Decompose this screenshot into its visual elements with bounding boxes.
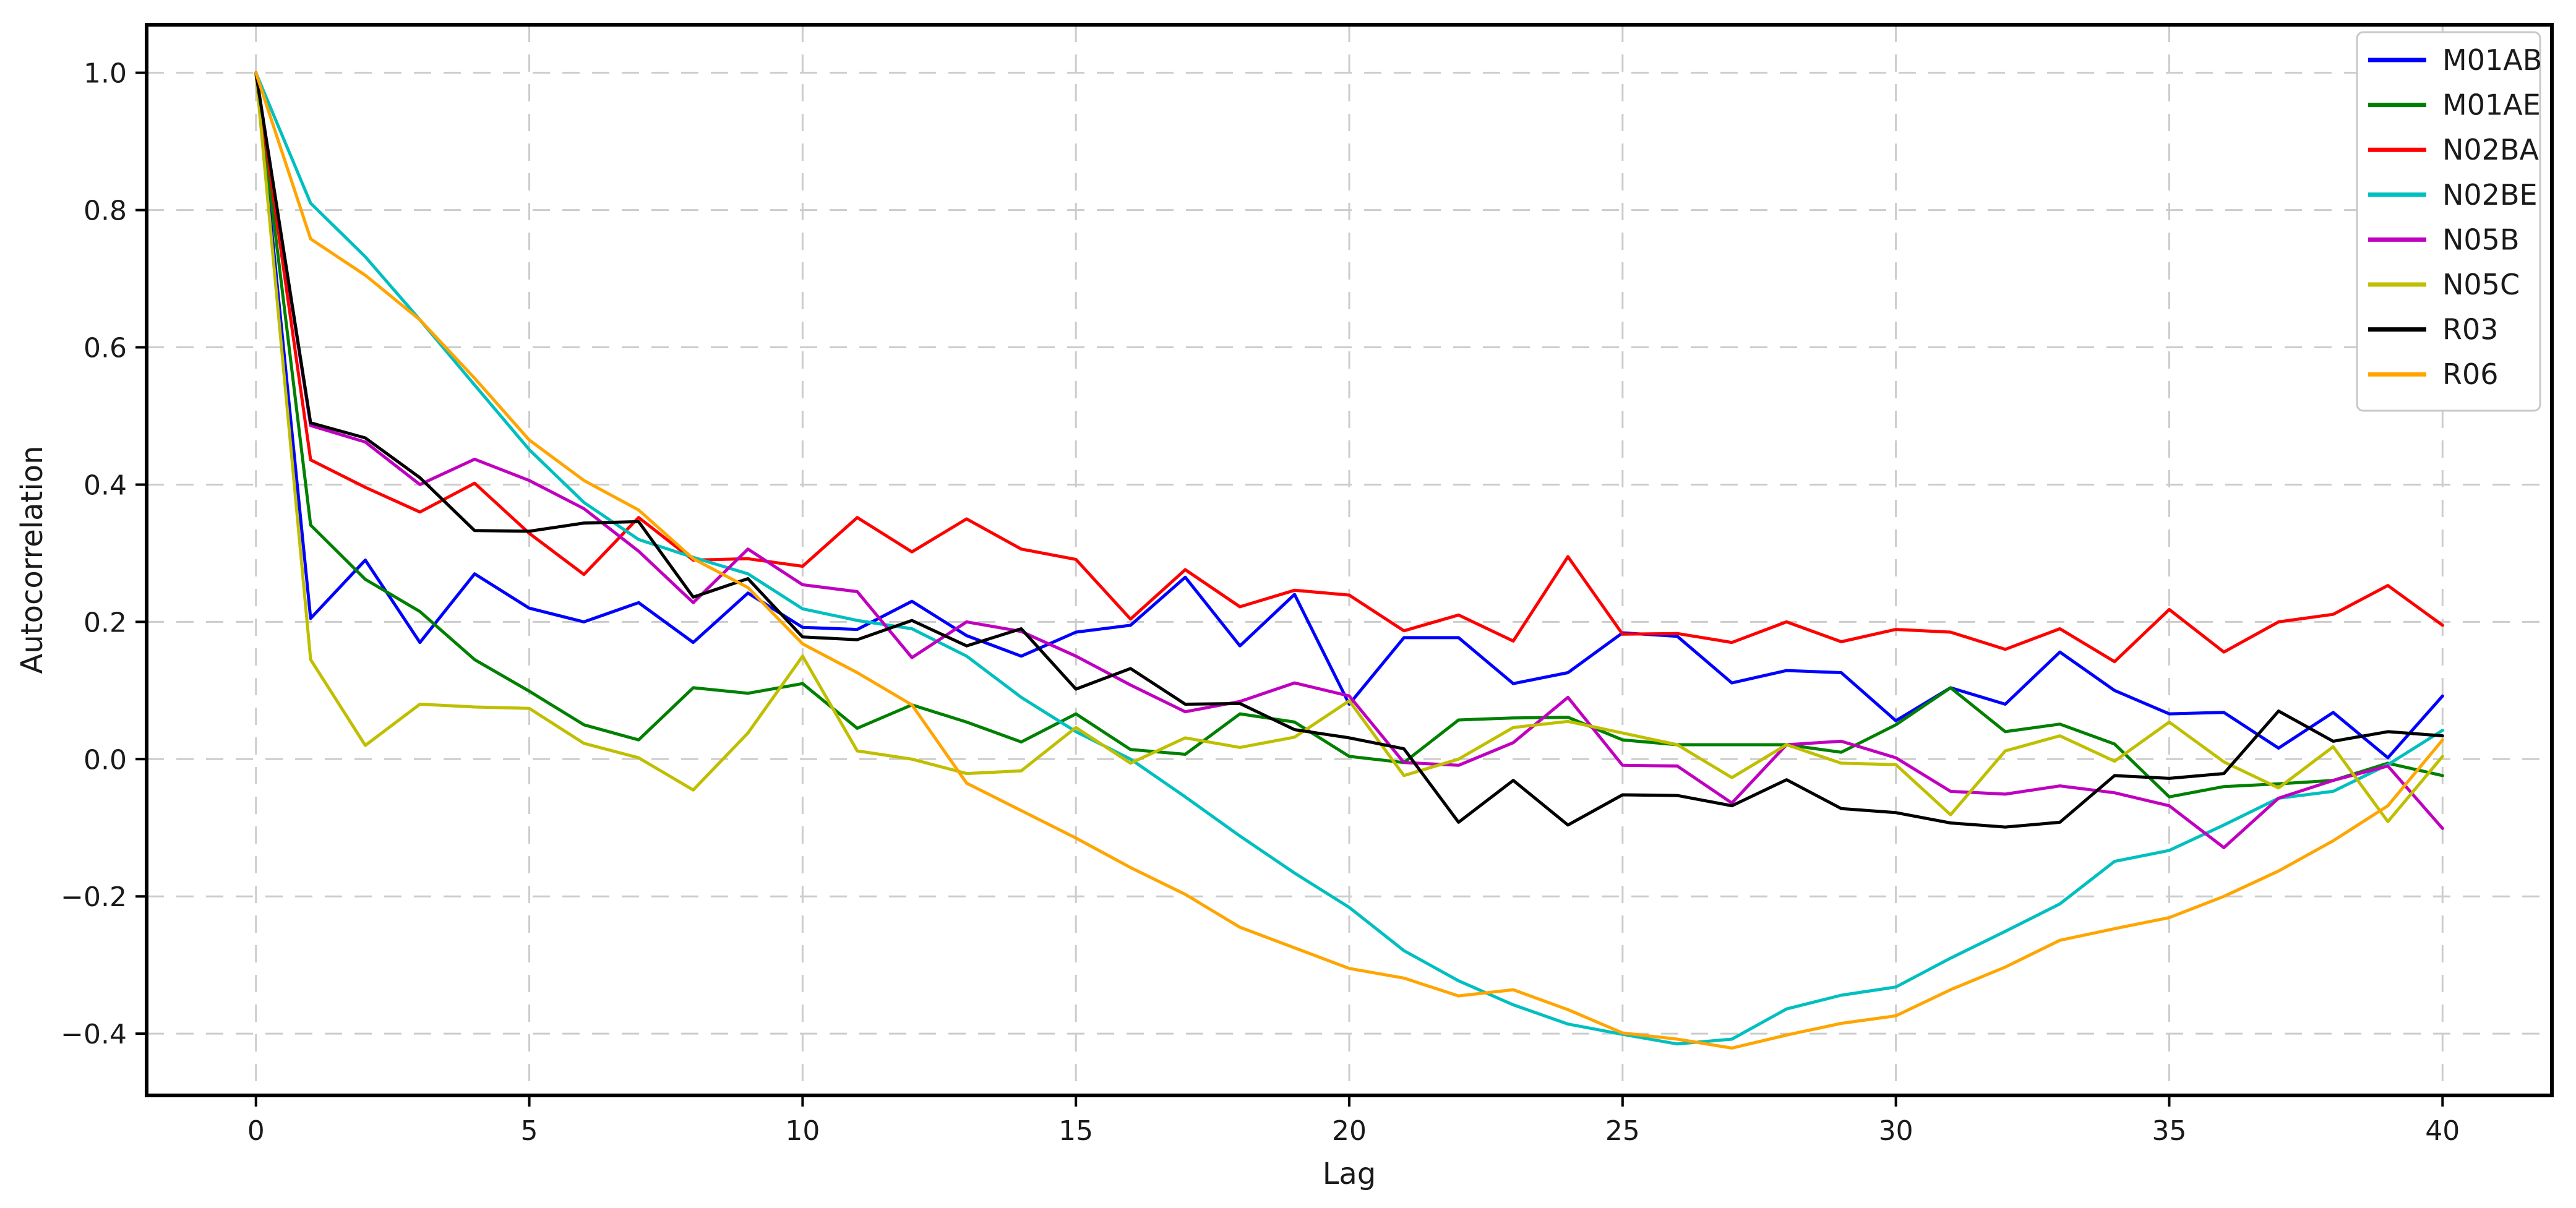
- x-tick-label: 10: [785, 1115, 820, 1147]
- legend-label-N02BE: N02BE: [2442, 178, 2538, 212]
- legend-box: [2356, 31, 2541, 412]
- y-tick-label: −0.2: [61, 881, 127, 913]
- series-line-N05C: [254, 71, 2444, 823]
- legend-label-R03: R03: [2442, 313, 2499, 346]
- legend-label-N05C: N05C: [2442, 268, 2520, 301]
- y-tick-label: 0.2: [84, 607, 127, 638]
- series-line-R06: [254, 71, 2444, 1050]
- x-axis-label: Lag: [1322, 1157, 1376, 1191]
- legend-label-N02BA: N02BA: [2442, 133, 2540, 166]
- legend-label-M01AE: M01AE: [2442, 88, 2541, 122]
- x-tick-label: 30: [1879, 1115, 1913, 1147]
- series-line-M01AE: [254, 71, 2444, 799]
- y-tick-label: 0.4: [84, 469, 127, 501]
- x-tick-label: 20: [1332, 1115, 1367, 1147]
- x-tick-label: 35: [2152, 1115, 2186, 1147]
- series-line-N02BE: [254, 71, 2444, 1046]
- x-tick-label: 40: [2425, 1115, 2460, 1147]
- x-tick-label: 0: [247, 1115, 265, 1147]
- y-tick-label: 0.6: [84, 333, 127, 364]
- y-tick-label: 0.8: [84, 195, 127, 227]
- series-line-M01AB: [254, 71, 2444, 760]
- x-tick-label: 15: [1058, 1115, 1093, 1147]
- y-tick-label: −0.4: [61, 1019, 127, 1050]
- y-axis-label: Autocorrelation: [15, 445, 49, 674]
- x-tick-label: 5: [521, 1115, 538, 1147]
- legend-label-M01AB: M01AB: [2442, 43, 2542, 77]
- y-tick-label: 1.0: [84, 58, 127, 90]
- legend-label-N05B: N05B: [2442, 223, 2520, 256]
- x-tick-label: 25: [1605, 1115, 1640, 1147]
- legend-label-R06: R06: [2442, 358, 2499, 391]
- series-line-R03: [254, 71, 2444, 829]
- y-tick-label: 0.0: [84, 744, 127, 776]
- series-line-N05B: [254, 71, 2444, 849]
